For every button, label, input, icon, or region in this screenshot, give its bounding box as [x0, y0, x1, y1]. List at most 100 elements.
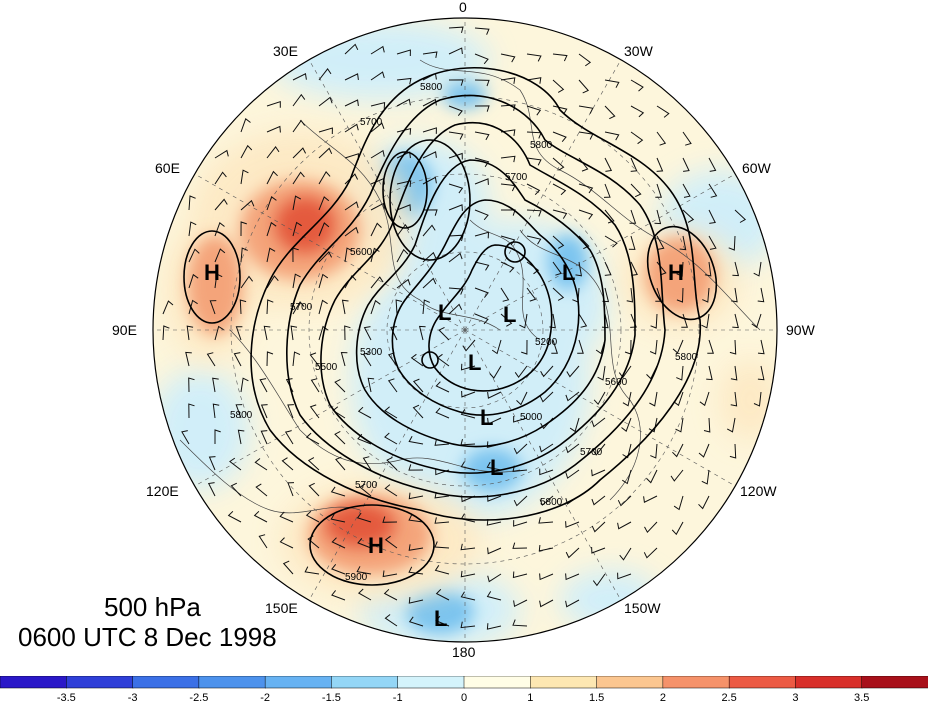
wind-barb	[512, 571, 528, 579]
wind-barb	[396, 128, 412, 135]
lon-label-0: 0	[459, 0, 467, 15]
low-center: L	[503, 302, 516, 327]
wind-barb	[254, 458, 268, 471]
wind-barb	[630, 313, 637, 328]
contour-label: 5600	[605, 377, 628, 388]
wind-barb	[512, 619, 528, 627]
wind-barb	[565, 443, 580, 454]
meridian-line	[464, 173, 736, 331]
wind-barb	[370, 149, 385, 159]
wind-barb	[162, 325, 170, 341]
wind-barb	[448, 79, 464, 86]
wind-barb	[513, 415, 528, 423]
wind-barb	[308, 482, 320, 497]
contour-label: 5700	[505, 172, 528, 183]
wind-barb	[601, 313, 609, 329]
wind-barb	[486, 519, 502, 526]
wind-barb	[253, 510, 268, 523]
wind-barb	[435, 407, 450, 419]
wind-barb	[330, 513, 346, 523]
colorbar-segment	[66, 676, 134, 689]
wind-barb	[617, 521, 632, 530]
wind-barb	[551, 339, 558, 354]
wind-barb	[208, 456, 216, 471]
wind-barb	[500, 313, 513, 327]
wind-barb	[341, 299, 349, 315]
colorbar-tick-label: 3	[792, 692, 798, 702]
meridian-line	[194, 173, 466, 331]
wind-barb	[500, 104, 516, 111]
wind-barb	[460, 363, 476, 371]
wind-barb	[592, 443, 606, 456]
wind-barb	[387, 378, 398, 393]
colorbar-tick-label: 2	[660, 692, 666, 702]
wind-barb	[565, 573, 580, 581]
wind-barb	[344, 325, 351, 341]
wind-barb	[318, 251, 333, 263]
wind-barb	[500, 209, 516, 216]
wind-barb	[604, 105, 616, 120]
wind-barb	[422, 51, 438, 58]
wind-barb	[565, 391, 580, 402]
wind-barb	[418, 325, 426, 341]
wind-barb	[526, 261, 540, 275]
wind-barb	[591, 546, 606, 554]
lon-label-60w: 60W	[742, 160, 772, 176]
wind-barb	[266, 195, 277, 211]
wind-barb	[396, 248, 409, 263]
contour-label: 5800	[540, 497, 563, 508]
wind-barb	[682, 209, 695, 223]
wind-barb	[305, 510, 320, 523]
wind-barb	[318, 325, 329, 341]
wind-barb	[460, 570, 476, 578]
wind-barb	[287, 482, 295, 497]
wind-barb	[344, 99, 359, 107]
wind-barb	[259, 378, 268, 393]
wind-barb	[435, 588, 450, 601]
wind-barb	[539, 468, 554, 476]
wind-barb	[357, 406, 372, 419]
wind-barb	[676, 287, 684, 303]
wind-barb	[181, 430, 190, 445]
pressure-centers: H H H L L L L L L L	[204, 260, 684, 631]
wind-barb	[448, 105, 463, 117]
wind-barb	[410, 353, 424, 367]
wind-barb	[382, 570, 398, 578]
wind-barb	[474, 178, 489, 185]
wind-barb	[255, 483, 268, 497]
colorbar-tick-label: -3	[128, 692, 138, 702]
wind-barb	[206, 352, 216, 367]
low-center: L	[468, 350, 481, 375]
wind-barb	[292, 351, 301, 367]
wind-barb	[331, 537, 346, 549]
wind-barb	[753, 391, 762, 407]
lon-label-30e: 30E	[273, 43, 298, 59]
wind-barb	[318, 147, 333, 159]
wind-barb	[434, 491, 450, 499]
lon-label-90e: 90E	[112, 322, 137, 338]
wind-barb	[279, 537, 294, 549]
lon-label-30w: 30W	[624, 43, 654, 59]
wind-barb	[188, 273, 199, 289]
wind-barb	[448, 287, 464, 295]
colorbar-segment	[662, 676, 730, 689]
wind-barb	[408, 435, 424, 445]
wind-barb	[266, 351, 274, 367]
wind-barb	[227, 510, 242, 523]
low-center: L	[562, 260, 575, 285]
wind-barb	[422, 251, 437, 263]
contour-label: 5200	[535, 337, 558, 348]
wind-barb	[552, 287, 565, 301]
wind-barb	[188, 195, 196, 211]
wind-barb	[396, 180, 412, 187]
wind-barb	[422, 151, 437, 159]
colorbar-segment	[728, 676, 797, 689]
wind-barb	[318, 299, 328, 315]
wind-barb	[284, 430, 294, 445]
wind-barb	[188, 299, 198, 315]
wind-barb	[513, 495, 528, 507]
wind-barb	[487, 417, 502, 425]
wind-barb	[489, 365, 502, 379]
wind-barb	[500, 155, 516, 163]
wind-barb	[390, 326, 398, 341]
